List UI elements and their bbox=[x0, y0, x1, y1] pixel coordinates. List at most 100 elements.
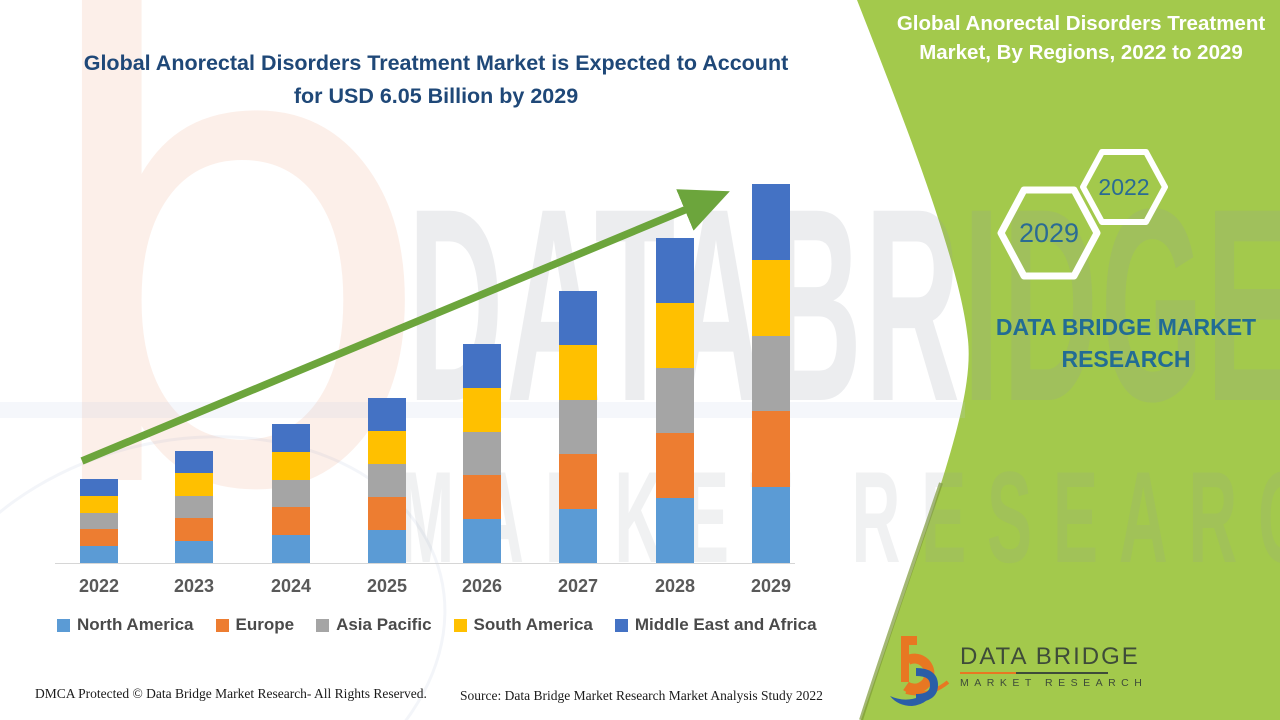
legend-label: South America bbox=[473, 615, 593, 634]
chart-title: Global Anorectal Disorders Treatment Mar… bbox=[30, 47, 842, 113]
bar-segment-2025-europe bbox=[368, 497, 406, 530]
hexagon-2022-label: 2022 bbox=[1098, 173, 1150, 200]
bar-segment-2024-north-america bbox=[272, 535, 310, 563]
legend-item-middle-east-and-africa: Middle East and Africa bbox=[614, 615, 817, 635]
bar-segment-2027-asia-pacific bbox=[559, 399, 597, 455]
bar-2029 bbox=[752, 184, 790, 563]
bar-segment-2024-south-america bbox=[272, 451, 310, 480]
source-note: Source: Data Bridge Market Research Mark… bbox=[460, 688, 823, 703]
panel-title-line2: Market, By Regions, 2022 to 2029 bbox=[919, 41, 1243, 64]
hexagon-2029-label: 2029 bbox=[1018, 217, 1080, 248]
databridge-logo: DATA BRIDGE MARKET RESEARCH bbox=[888, 632, 1147, 710]
bar-segment-2024-europe bbox=[272, 507, 310, 536]
bar-segment-2028-asia-pacific bbox=[656, 368, 694, 433]
bar-2022 bbox=[80, 479, 118, 563]
legend-item-europe: Europe bbox=[215, 615, 295, 635]
chart-title-line2: for USD 6.05 Billion by 2029 bbox=[293, 84, 579, 108]
bar-segment-2027-north-america bbox=[559, 508, 597, 564]
databridge-logo-text: DATA BRIDGE MARKET RESEARCH bbox=[960, 644, 1147, 689]
legend-item-asia-pacific: Asia Pacific bbox=[316, 615, 432, 635]
bar-segment-2028-europe bbox=[656, 433, 694, 498]
bar-2025 bbox=[368, 398, 406, 563]
watermark-databridge-text: DATABRIDGE bbox=[408, 152, 1280, 459]
legend-label: North America bbox=[77, 615, 194, 634]
bar-segment-2027-south-america bbox=[559, 345, 597, 400]
bar-segment-2026-north-america bbox=[463, 519, 501, 563]
panel-title-line1: Global Anorectal Disorders Treatment bbox=[896, 12, 1266, 35]
x-axis-label-2026: 2026 bbox=[461, 576, 503, 596]
bar-segment-2028-middle-east-and-africa bbox=[656, 238, 694, 303]
x-axis-line bbox=[55, 563, 795, 564]
x-axis-label-2028: 2028 bbox=[654, 576, 696, 596]
watermark-market-research-text: MARKET RESEARCH bbox=[398, 444, 1280, 590]
bar-segment-2023-middle-east-and-africa bbox=[175, 451, 213, 474]
bar-segment-2023-europe bbox=[175, 518, 213, 541]
bar-segment-2027-europe bbox=[559, 454, 597, 509]
bar-segment-2022-north-america bbox=[80, 546, 118, 563]
panel-brand-line1: DATA BRIDGE MARKET bbox=[995, 314, 1257, 340]
legend-swatch-icon bbox=[57, 618, 70, 632]
bar-segment-2024-middle-east-and-africa bbox=[272, 424, 310, 452]
legend-swatch-icon bbox=[453, 618, 467, 632]
chart-legend: North America Europe Asia Pacific South Ame… bbox=[57, 615, 817, 635]
bar-segment-2025-south-america bbox=[368, 431, 406, 464]
bar-segment-2024-asia-pacific bbox=[272, 479, 310, 508]
databridge-logo-icon bbox=[890, 636, 950, 706]
legend-swatch-icon bbox=[215, 618, 229, 632]
bar-segment-2028-south-america bbox=[656, 303, 694, 368]
bar-2024 bbox=[272, 424, 310, 563]
x-axis-label-2029: 2029 bbox=[750, 576, 792, 596]
x-axis-label-2022: 2022 bbox=[78, 576, 120, 596]
hexagon-badge-2022: 2022 bbox=[1080, 148, 1168, 226]
legend-label: Asia Pacific bbox=[336, 615, 432, 634]
bar-segment-2026-middle-east-and-africa bbox=[463, 344, 501, 388]
logo-name: DATA BRIDGE bbox=[960, 643, 1140, 670]
legend-swatch-icon bbox=[316, 618, 330, 632]
bar-segment-2022-south-america bbox=[80, 495, 118, 513]
bar-segment-2022-asia-pacific bbox=[80, 512, 118, 530]
legend-item-south-america: South America bbox=[453, 615, 593, 635]
panel-brand-text: DATA BRIDGE MARKET RESEARCH bbox=[985, 311, 1267, 375]
bar-segment-2029-europe bbox=[752, 411, 790, 488]
x-axis-label-2023: 2023 bbox=[173, 576, 215, 596]
green-panel-edge-shadow bbox=[859, 482, 943, 720]
bar-2023 bbox=[175, 451, 213, 564]
bar-segment-2029-south-america bbox=[752, 259, 790, 336]
bar-segment-2025-north-america bbox=[368, 530, 406, 563]
bar-segment-2029-north-america bbox=[752, 487, 790, 563]
legend-label: Europe bbox=[235, 615, 295, 634]
hexagon-outline-icon bbox=[997, 186, 1101, 280]
bar-2027 bbox=[559, 291, 597, 564]
x-axis-label-2024: 2024 bbox=[270, 576, 312, 596]
legend-label: Middle East and Africa bbox=[634, 615, 817, 634]
x-axis-label-2025: 2025 bbox=[366, 576, 408, 596]
logo-underline bbox=[960, 672, 1108, 674]
bar-segment-2029-asia-pacific bbox=[752, 335, 790, 412]
bar-2028 bbox=[656, 238, 694, 563]
bar-segment-2027-middle-east-and-africa bbox=[559, 291, 597, 346]
bar-segment-2029-middle-east-and-africa bbox=[752, 184, 790, 260]
bar-segment-2023-south-america bbox=[175, 473, 213, 496]
bar-segment-2026-asia-pacific bbox=[463, 431, 501, 476]
bar-segment-2023-asia-pacific bbox=[175, 495, 213, 519]
chart-title-line1: Global Anorectal Disorders Treatment Mar… bbox=[83, 51, 789, 75]
panel-title: Global Anorectal Disorders Treatment Mar… bbox=[886, 9, 1276, 67]
panel-brand-line2: RESEARCH bbox=[1061, 346, 1191, 372]
bar-segment-2022-middle-east-and-africa bbox=[80, 479, 118, 496]
bar-segment-2026-europe bbox=[463, 475, 501, 520]
logo-subtitle: MARKET RESEARCH bbox=[960, 677, 1148, 689]
green-panel-polygon bbox=[857, 0, 1280, 720]
legend-swatch-icon bbox=[614, 618, 628, 632]
x-axis-label-2027: 2027 bbox=[557, 576, 599, 596]
bar-segment-2028-north-america bbox=[656, 498, 694, 563]
bar-segment-2025-middle-east-and-africa bbox=[368, 398, 406, 431]
hexagon-outline-icon bbox=[1080, 149, 1168, 225]
bar-segment-2022-europe bbox=[80, 529, 118, 547]
bar-segment-2026-south-america bbox=[463, 387, 501, 432]
hexagon-badge-2029: 2029 bbox=[997, 185, 1101, 281]
dmca-notice: DMCA Protected © Data Bridge Market Rese… bbox=[35, 686, 427, 701]
